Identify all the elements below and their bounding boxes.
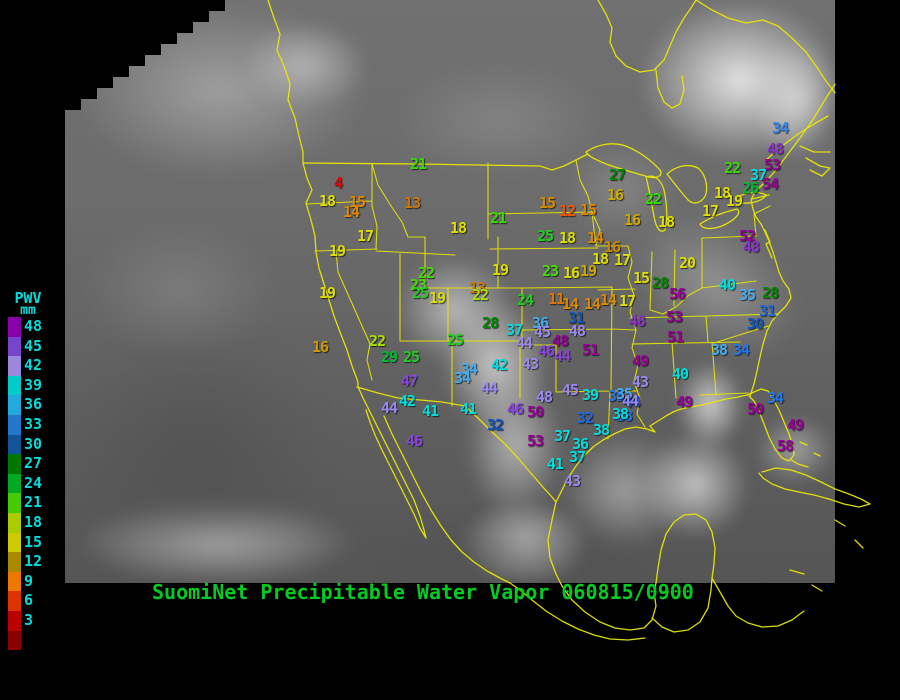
- pwv-legend: PWV mm 48 45 42 39 36 33 30 27 24 21 18 15 12 9 6 3: [8, 289, 48, 651]
- legend-entry: 48: [8, 317, 48, 337]
- legend-color-swatch: [8, 395, 21, 415]
- legend-entry: 6: [8, 591, 48, 611]
- legend-color-swatch: [8, 336, 21, 357]
- legend-entry: 36: [8, 395, 48, 415]
- legend-entry: 9: [8, 571, 48, 592]
- shade-south-dark: [360, 515, 660, 583]
- legend-value-label: 12: [24, 552, 43, 571]
- cloud-louisiana-gulf: [640, 430, 750, 540]
- legend-entry: 24: [8, 473, 48, 494]
- legend-entry: 12: [8, 552, 48, 572]
- legend-entry: 45: [8, 336, 48, 357]
- legend-value-label: 24: [24, 473, 43, 492]
- legend-title: PWV: [14, 289, 42, 307]
- legend-value-label: 30: [24, 434, 43, 453]
- cloud-pacific-streaks: [80, 220, 280, 360]
- image-title: SuomiNet Precipitable Water Vapor 060815…: [152, 580, 694, 604]
- legend-color-swatch: [8, 630, 21, 651]
- legend-value-label: 3: [24, 610, 34, 629]
- legend-color-swatch: [8, 591, 21, 611]
- legend-color-swatch: [8, 375, 21, 396]
- legend-value-label: 48: [24, 317, 43, 335]
- legend-value-label: 6: [24, 591, 34, 610]
- satellite-image: [65, 0, 835, 583]
- legend-color-swatch: [8, 434, 21, 455]
- legend-color-swatch: [8, 532, 21, 553]
- legend-entry: 18: [8, 512, 48, 533]
- legend-scale: 48 45 42 39 36 33 30 27 24 21 18 15 12 9 6 3: [8, 317, 48, 651]
- legend-entry: 39: [8, 375, 48, 396]
- legend-color-swatch: [8, 414, 21, 435]
- cloud-texas-gulf: [560, 430, 690, 550]
- legend-value-label: 15: [24, 532, 43, 551]
- cloud-appalachia-band: [602, 183, 828, 387]
- cloud-idaho-band: [395, 255, 515, 365]
- legend-value-label: 9: [24, 571, 34, 590]
- legend-color-swatch: [8, 317, 21, 337]
- cloud-topright-edge: [750, 40, 835, 160]
- legend-color-swatch: [8, 610, 21, 631]
- legend-entry: 27: [8, 454, 48, 474]
- legend-color-swatch: [8, 454, 21, 474]
- legend-value-label: 42: [24, 356, 43, 375]
- legend-entry: [8, 630, 48, 651]
- shade-pacific-dark: [65, 330, 325, 583]
- legend-color-swatch: [8, 571, 21, 592]
- legend-value-label: 33: [24, 414, 43, 433]
- cloud-south-florida: [755, 415, 835, 485]
- cloud-mexico-bright: [460, 500, 590, 583]
- legend-entry: 3: [8, 610, 48, 631]
- legend-value-label: 27: [24, 454, 43, 473]
- legend-color-swatch: [8, 493, 21, 513]
- legend-value-label: 36: [24, 395, 43, 414]
- legend-value-label: 18: [24, 512, 43, 531]
- legend-color-swatch: [8, 356, 21, 376]
- cloud-canada-haze: [390, 60, 610, 180]
- legend-color-swatch: [8, 512, 21, 533]
- cloud-north-florida: [675, 360, 745, 450]
- legend-entry: 15: [8, 532, 48, 553]
- cloud-newmexico-band: [465, 370, 565, 520]
- cloud-midwest-haze: [560, 140, 680, 240]
- cloud-colorado-band: [440, 300, 550, 430]
- legend-unit: mm: [20, 303, 36, 318]
- legend-entry: 30: [8, 434, 48, 455]
- cloud-bottomleft-row: [75, 500, 355, 583]
- cloud-nw-streaks: [70, 0, 370, 180]
- coast-belize-honduras: [711, 577, 805, 628]
- legend-entry: 42: [8, 356, 48, 376]
- legend-color-swatch: [8, 552, 21, 572]
- legend-entry: 21: [8, 493, 48, 513]
- legend-color-swatch: [8, 473, 21, 494]
- cloud-topright-mass: [640, 0, 835, 160]
- cloud-nw-bright: [240, 20, 370, 110]
- legend-entry: 33: [8, 414, 48, 435]
- legend-value-label: 39: [24, 375, 43, 394]
- legend-value-label: 45: [24, 336, 43, 355]
- legend-value-label: 21: [24, 493, 43, 512]
